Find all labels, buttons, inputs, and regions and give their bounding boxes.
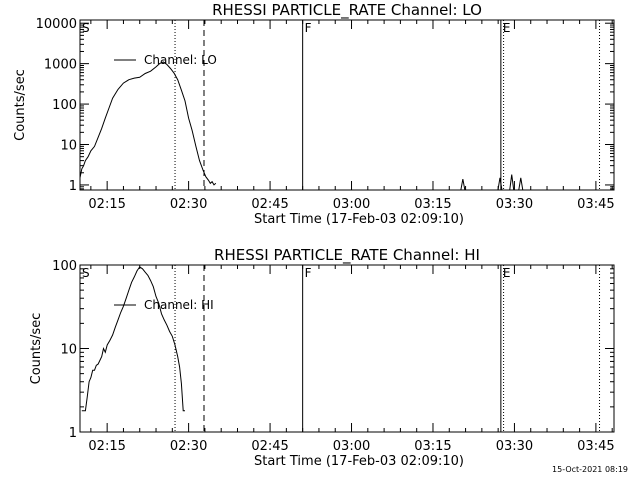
plot-frame — [79, 19, 615, 191]
y-tick-label: 100 — [52, 98, 77, 113]
x-tick-label: 02:45 — [251, 439, 288, 454]
x-tick-label: 03:30 — [496, 197, 533, 212]
data-spike — [460, 178, 466, 191]
y-tick-label: 10 — [60, 343, 77, 358]
data-spike — [518, 177, 524, 191]
x-tick-label: 03:15 — [414, 197, 451, 212]
marker-label: E — [503, 21, 511, 35]
x-tick-label: 03:45 — [577, 439, 614, 454]
x-axis-label: Start Time (17-Feb-03 02:09:10) — [254, 212, 464, 227]
x-tick-label: 02:15 — [88, 439, 125, 454]
chart-title: RHESSI PARTICLE_RATE Channel: LO — [212, 1, 482, 20]
series-line — [79, 61, 217, 186]
x-tick-label: 02:15 — [88, 197, 125, 212]
y-tick-label: 100 — [52, 259, 77, 274]
marker-label: F — [305, 266, 312, 280]
chart-title: RHESSI PARTICLE_RATE Channel: HI — [214, 246, 480, 265]
marker-label: F — [305, 21, 312, 35]
x-axis-label: Start Time (17-Feb-03 02:09:10) — [254, 454, 464, 469]
x-tick-label: 03:00 — [333, 439, 370, 454]
x-tick-label: 03:30 — [496, 439, 533, 454]
marker-label: S — [82, 266, 90, 280]
x-tick-label: 03:45 — [577, 197, 614, 212]
y-tick-label: 10 — [60, 139, 77, 154]
x-tick-label: 03:15 — [414, 439, 451, 454]
legend-label: Channel: LO — [144, 53, 217, 67]
marker-label: S — [82, 21, 90, 35]
plot-frame — [79, 264, 615, 433]
x-tick-label: 03:00 — [333, 197, 370, 212]
y-tick-label: 1 — [69, 179, 77, 194]
x-tick-label: 02:30 — [170, 439, 207, 454]
marker-label: E — [503, 266, 511, 280]
data-spike — [497, 177, 503, 191]
y-tick-label: 1 — [69, 426, 77, 441]
x-tick-label: 02:45 — [251, 197, 288, 212]
print-timestamp: 15-Oct-2021 08:19 — [552, 465, 628, 474]
y-tick-label: 1000 — [44, 58, 77, 73]
y-axis-label: Counts/sec — [29, 313, 44, 385]
legend-label: Channel: HI — [144, 298, 214, 312]
y-axis-label: Counts/sec — [13, 69, 28, 141]
x-tick-label: 02:30 — [170, 197, 207, 212]
y-tick-label: 10000 — [36, 17, 77, 32]
series-line — [81, 266, 185, 412]
data-spike — [509, 174, 515, 191]
